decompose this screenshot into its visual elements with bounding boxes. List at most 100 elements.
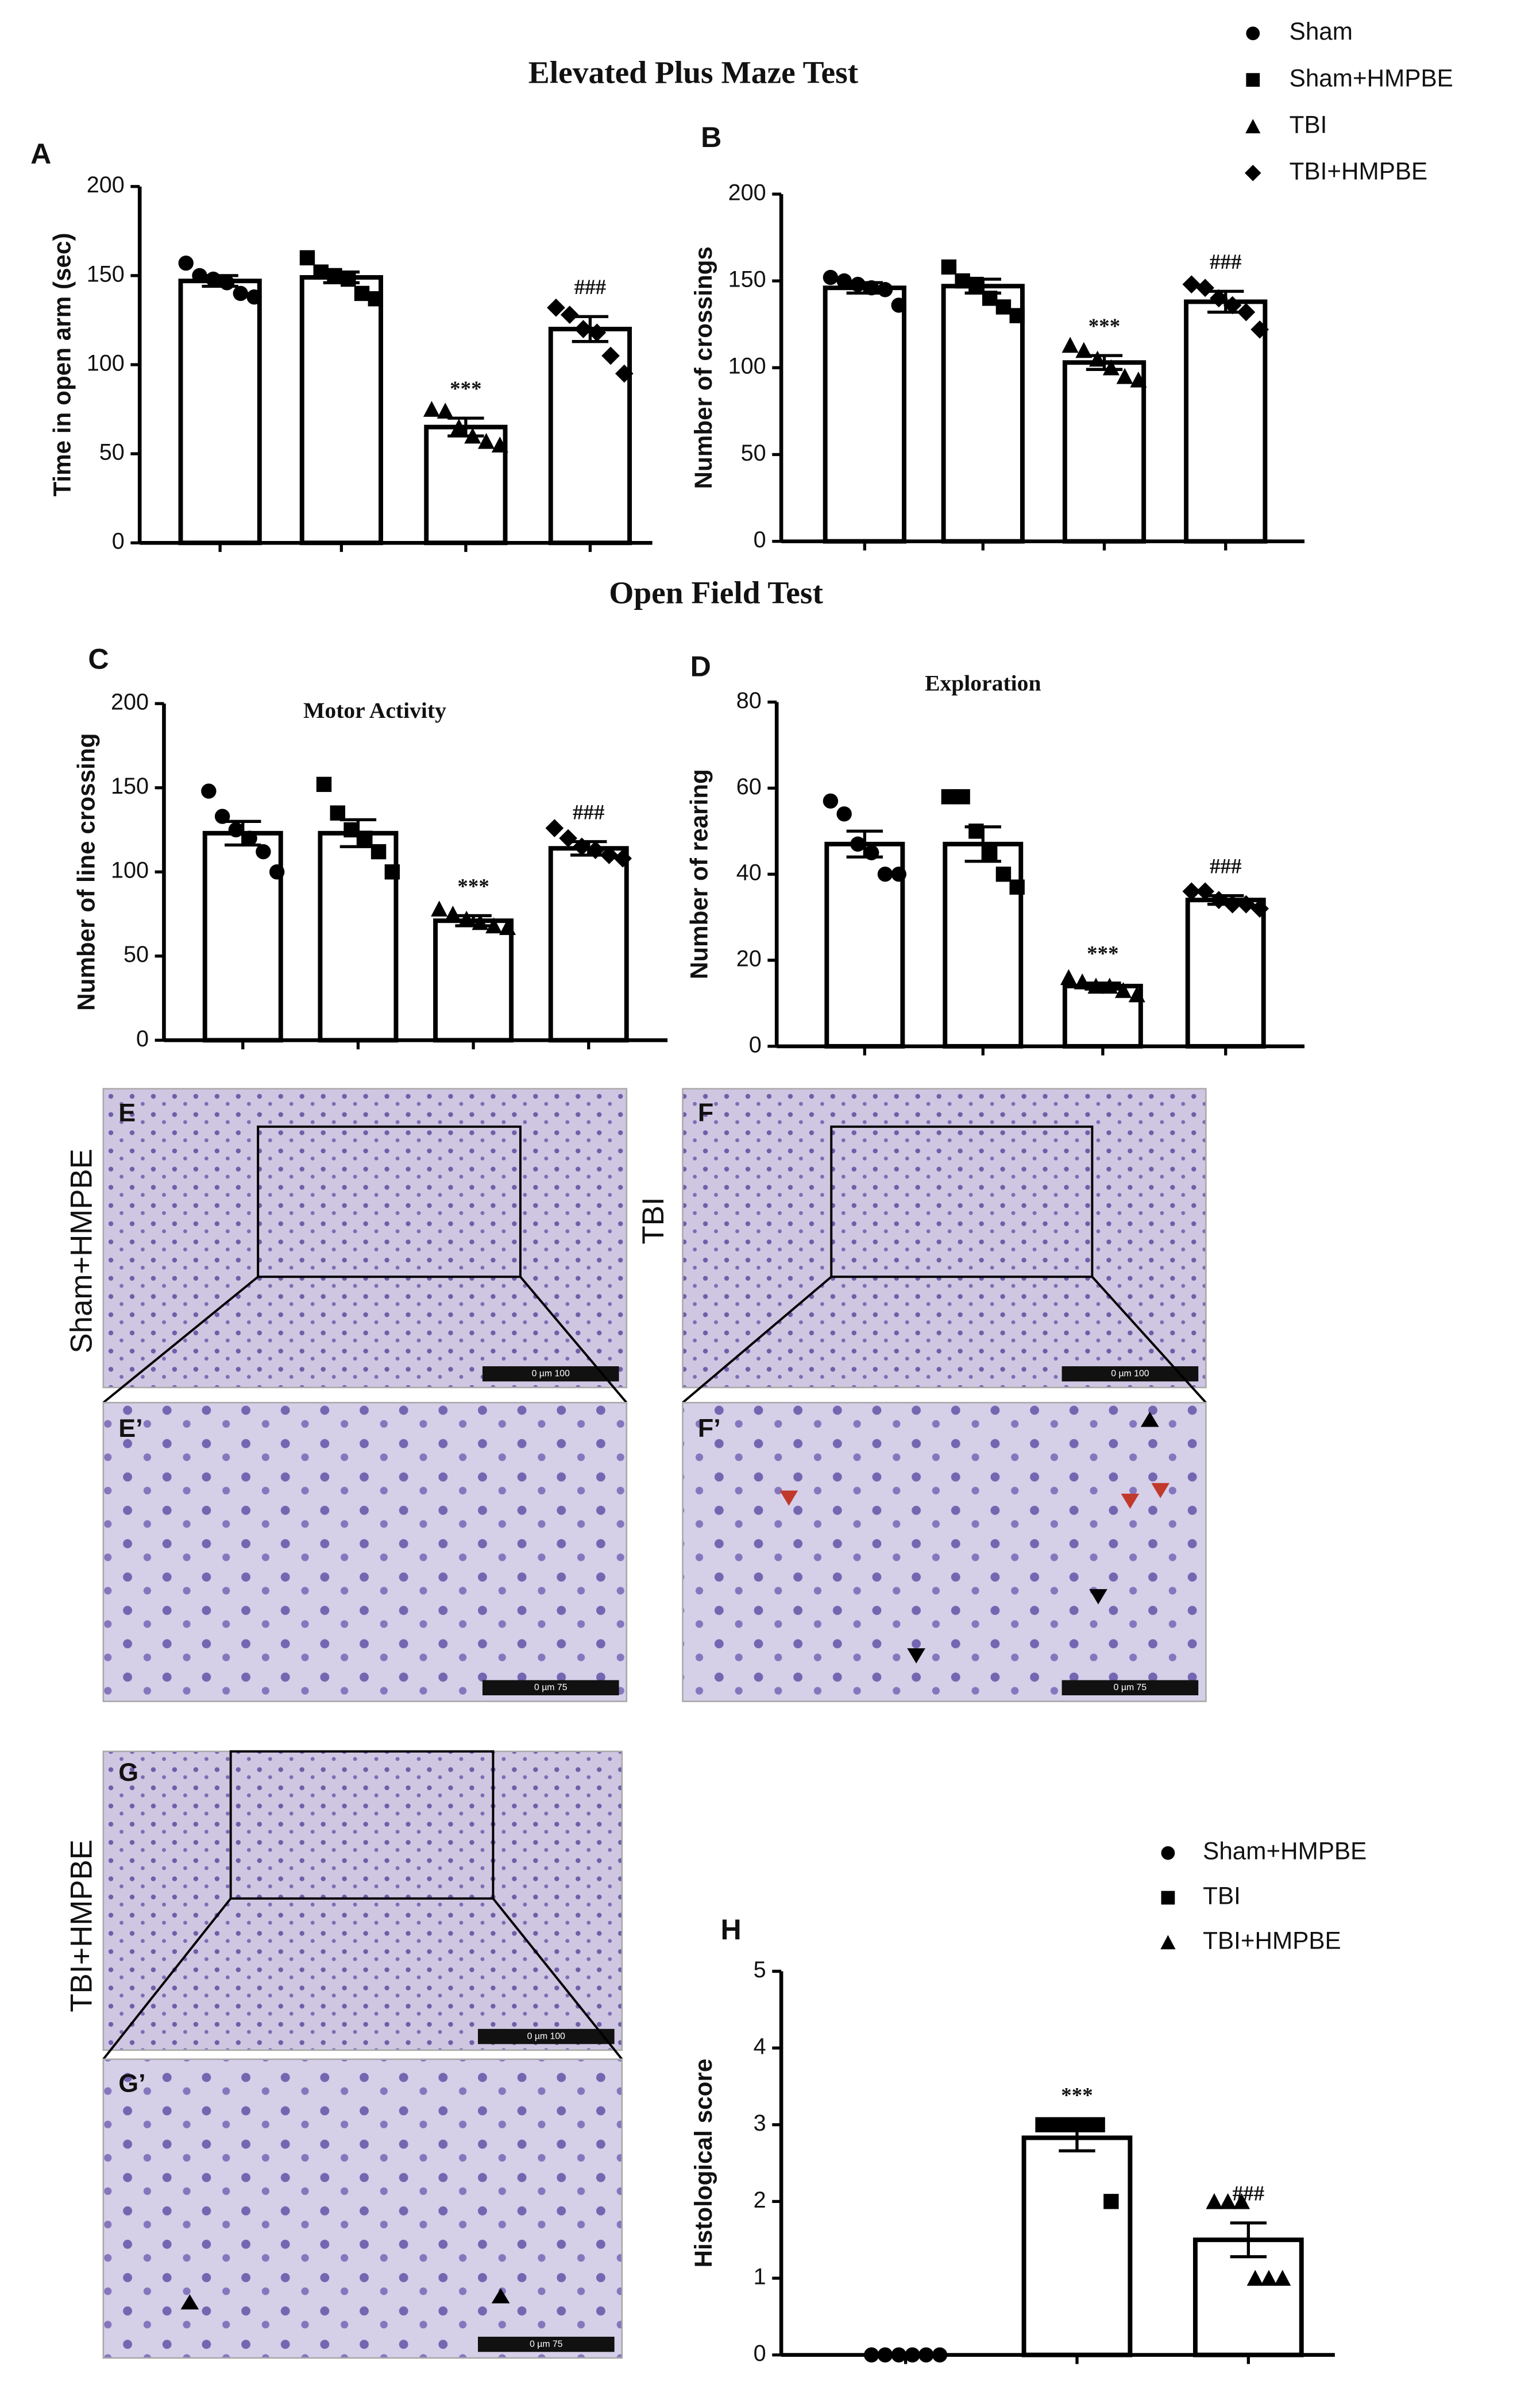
data-point xyxy=(1246,2270,1264,2286)
panel-letter: A xyxy=(30,138,51,170)
data-point xyxy=(1060,969,1077,985)
y-tick-label: 200 xyxy=(111,690,149,715)
micrograph-label: E’ xyxy=(118,1413,142,1443)
bar xyxy=(548,846,629,1043)
bar xyxy=(941,284,1025,544)
data-point xyxy=(836,806,852,822)
data-point xyxy=(242,830,257,846)
scale-bar xyxy=(478,2336,615,2352)
legend-marker xyxy=(1161,1846,1175,1860)
arrowhead xyxy=(779,1490,798,1506)
data-point xyxy=(1102,359,1120,376)
inset-connector xyxy=(102,1897,232,2060)
y-tick-label: 0 xyxy=(112,529,125,554)
bar xyxy=(823,285,906,544)
y-tick-label: 50 xyxy=(123,942,149,967)
data-point xyxy=(1130,371,1147,388)
y-axis-label: Time in open arm (sec) xyxy=(48,233,75,496)
data-point xyxy=(968,276,984,292)
data-point xyxy=(995,299,1012,315)
data-point xyxy=(437,403,454,419)
data-point xyxy=(588,323,607,342)
data-point xyxy=(206,271,221,287)
significance-label: *** xyxy=(1088,314,1120,338)
data-point xyxy=(877,867,893,882)
data-point xyxy=(330,805,345,821)
micrograph xyxy=(102,1088,628,1389)
y-tick-label: 4 xyxy=(754,2034,766,2059)
data-point xyxy=(891,867,906,882)
row-label: Sham+HMPBE xyxy=(64,1149,98,1354)
y-tick-label: 150 xyxy=(87,261,125,287)
data-point xyxy=(1196,279,1214,297)
scale-bar-label: 0 µm 100 xyxy=(1111,1369,1149,1378)
data-point xyxy=(228,822,244,838)
data-point xyxy=(423,401,441,417)
legend-marker xyxy=(1161,1891,1175,1905)
data-point xyxy=(450,419,468,435)
scale-bar-label: 0 µm 100 xyxy=(527,2031,566,2041)
data-point xyxy=(918,2347,934,2363)
legend-label: TBI xyxy=(1290,111,1327,138)
y-axis-label: Number of crossings xyxy=(690,246,717,489)
data-point xyxy=(384,864,400,880)
y-tick-label: 1 xyxy=(754,2264,766,2289)
data-point xyxy=(464,427,481,444)
bar xyxy=(299,275,383,546)
significance-label: ### xyxy=(1210,250,1241,273)
data-point xyxy=(269,864,285,880)
data-point xyxy=(864,280,879,296)
y-tick-label: 100 xyxy=(111,858,149,883)
data-point xyxy=(491,436,508,453)
data-point xyxy=(485,917,503,934)
y-tick-label: 80 xyxy=(736,688,762,713)
significance-label: *** xyxy=(457,874,489,898)
y-tick-label: 150 xyxy=(728,267,766,292)
data-point xyxy=(823,269,839,285)
panel-letter: H xyxy=(720,1914,741,1946)
data-point xyxy=(836,273,852,289)
inset-connector xyxy=(492,1897,623,2060)
scale-bar xyxy=(482,1366,619,1382)
data-point xyxy=(982,291,998,306)
arrowhead xyxy=(1121,1493,1140,1509)
y-tick-label: 3 xyxy=(754,2111,766,2136)
data-point xyxy=(1250,899,1269,918)
data-point xyxy=(877,282,893,297)
y-tick-label: 100 xyxy=(87,350,125,376)
inset-connector xyxy=(102,1275,259,1404)
bar xyxy=(202,830,283,1043)
micrograph xyxy=(102,1402,628,1702)
micrograph xyxy=(102,2058,623,2359)
arrowhead xyxy=(1140,1412,1159,1427)
data-point xyxy=(233,285,248,302)
y-tick-label: 0 xyxy=(754,2341,766,2366)
scale-bar-label: 0 µm 75 xyxy=(530,2339,563,2349)
scale-bar xyxy=(1061,1680,1199,1695)
y-axis-label: Number of rearing xyxy=(685,769,712,979)
legend-marker xyxy=(1246,73,1260,87)
arrowhead xyxy=(180,2294,199,2310)
data-point xyxy=(955,273,970,289)
data-point xyxy=(1061,337,1079,353)
data-point xyxy=(1274,2270,1291,2286)
micrograph xyxy=(682,1402,1207,1702)
bar xyxy=(1184,299,1268,544)
y-tick-label: 150 xyxy=(111,774,149,799)
data-point xyxy=(1062,2117,1078,2132)
scale-bar xyxy=(482,1680,619,1695)
y-tick-label: 0 xyxy=(136,1026,149,1052)
chart-title: Exploration xyxy=(925,671,1041,696)
data-point xyxy=(1182,275,1201,294)
bar xyxy=(1185,898,1266,1049)
micrograph xyxy=(102,1750,623,2051)
bar xyxy=(1021,2135,1133,2357)
data-point xyxy=(864,2347,879,2363)
data-point xyxy=(201,783,217,799)
data-point xyxy=(1089,350,1106,367)
row-label: TBI+HMPBE xyxy=(64,1839,98,2012)
data-point xyxy=(370,844,387,860)
data-point xyxy=(1116,368,1133,384)
data-point xyxy=(178,255,194,271)
arrowhead xyxy=(1089,1589,1107,1605)
